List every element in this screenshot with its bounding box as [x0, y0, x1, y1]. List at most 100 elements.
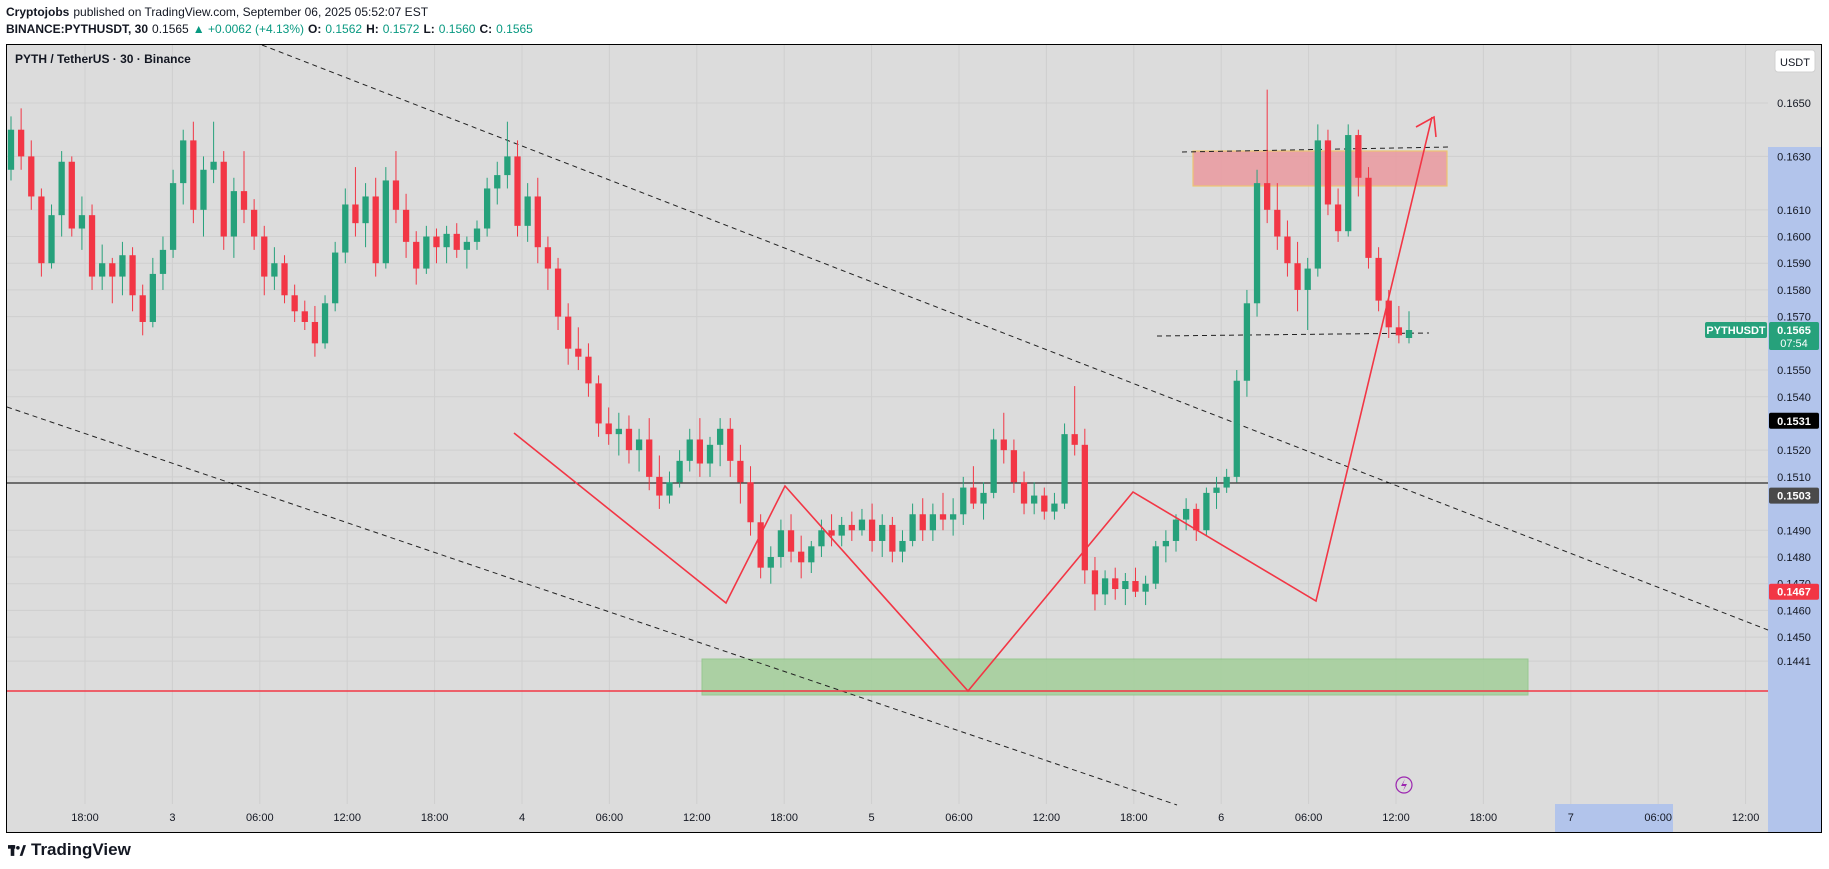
candle	[1101, 570, 1109, 606]
candle	[1071, 386, 1078, 456]
x-tick-label: 06:00	[1644, 812, 1672, 824]
candle	[1010, 439, 1018, 493]
candle	[210, 121, 217, 184]
candle-body	[1355, 135, 1362, 178]
candle-body	[777, 530, 785, 557]
candle-body	[605, 423, 612, 435]
candle-body	[1081, 444, 1088, 571]
w-pattern-projection[interactable]	[513, 116, 1433, 693]
candle-body	[1112, 578, 1119, 590]
candle-body	[28, 156, 35, 197]
candle-body	[757, 522, 764, 568]
price-label-box	[1769, 412, 1819, 429]
candle	[1355, 129, 1362, 197]
candle	[534, 177, 541, 264]
candle-body	[1122, 581, 1129, 590]
price-label-box	[1769, 487, 1819, 504]
price-axis[interactable]: 0.1650 0.1630 0.1610 0.1600 0.1590 0.1580 0.15…	[1777, 98, 1811, 668]
candle-body	[271, 263, 278, 277]
candle-body	[68, 161, 75, 229]
y-tick-label: 0.1510	[1777, 472, 1811, 484]
candle-body	[1193, 508, 1200, 531]
candle-body	[676, 460, 683, 483]
candle	[615, 412, 622, 456]
price-change: ▲ +0.0062 (+4.13%)	[192, 22, 305, 36]
candle-body	[362, 196, 369, 224]
candle-body	[382, 180, 389, 264]
candle	[686, 428, 693, 472]
lightning-icon[interactable]	[1395, 776, 1413, 794]
candle-body	[453, 233, 460, 250]
candle-body	[514, 156, 521, 226]
candle	[149, 257, 156, 328]
y-tick-label: 0.1650	[1777, 98, 1811, 110]
candle-body	[899, 540, 906, 552]
candle-body	[433, 236, 440, 248]
candle-body	[1213, 487, 1220, 493]
chart-area[interactable]: PYTH / TetherUS · 30 · Binance USDT 0.16…	[6, 44, 1822, 833]
x-tick-label: 18:00	[1120, 812, 1148, 824]
support-zone[interactable]	[701, 658, 1529, 696]
candle-body	[838, 524, 845, 536]
candle	[200, 156, 207, 237]
candle-body	[342, 204, 349, 253]
y-tick-label: 0.1550	[1777, 365, 1811, 377]
footer-brand[interactable]: TradingView	[8, 840, 131, 860]
candle-body	[504, 156, 511, 176]
candle-body	[169, 183, 177, 250]
time-axis[interactable]: 18:00 3 06:00 12:00 18:00 4 06:00 12:00 18:00 5 06…	[71, 812, 1759, 824]
candle-body	[1000, 439, 1007, 451]
candle-body	[727, 428, 734, 461]
y-tick-label: 0.1460	[1777, 605, 1811, 617]
candle-body	[1010, 450, 1018, 483]
x-tick-label: 12:00	[1033, 812, 1061, 824]
candle-body	[494, 175, 501, 189]
currency-button[interactable]: USDT	[1774, 49, 1816, 73]
candle-body	[190, 140, 197, 210]
candle	[787, 514, 795, 563]
price-label-value: 0.1565	[1777, 325, 1811, 337]
candle	[68, 156, 75, 237]
candle	[1324, 129, 1332, 216]
candle-body	[1091, 570, 1099, 595]
candle	[129, 247, 136, 312]
candle	[504, 121, 511, 189]
chart-header: Cryptojobs published on TradingView.com,…	[6, 4, 533, 38]
candle-body	[635, 439, 643, 451]
candle-body	[210, 161, 217, 170]
candle-body	[1385, 300, 1392, 328]
candle-body	[798, 551, 805, 563]
candle-body	[1294, 263, 1301, 290]
candle-body	[1405, 329, 1413, 339]
candle	[1132, 567, 1139, 598]
candle-body	[575, 348, 582, 357]
candle	[1041, 487, 1048, 520]
candle-body	[99, 263, 106, 277]
candle	[291, 284, 298, 322]
y-tick-label: 0.1600	[1777, 232, 1811, 244]
candle-body	[1324, 140, 1332, 205]
last-price: 0.1565	[152, 22, 189, 36]
candle-body	[1031, 495, 1038, 504]
candle-body	[980, 492, 987, 504]
price-chart[interactable]: PYTH / TetherUS · 30 · Binance USDT 0.16…	[7, 45, 1821, 832]
candle-body	[1284, 236, 1291, 264]
x-tick-label: 12:00	[1382, 812, 1410, 824]
candle-body	[1264, 183, 1271, 210]
candle	[119, 241, 126, 296]
x-tick-label: 18:00	[421, 812, 449, 824]
candle-body	[1061, 434, 1068, 504]
candle-body	[230, 191, 238, 237]
candle	[1193, 503, 1200, 541]
neckline[interactable]	[1156, 332, 1430, 337]
candle	[747, 466, 754, 536]
candle-body	[585, 356, 592, 384]
candle	[261, 225, 268, 296]
projection-arrow-head	[1415, 115, 1437, 138]
candle	[889, 516, 896, 563]
x-tick-label: 12:00	[683, 812, 711, 824]
publisher-name[interactable]: Cryptojobs	[6, 5, 70, 19]
candle-body	[321, 303, 329, 344]
candle	[706, 436, 714, 477]
channel-lower-line[interactable]	[7, 406, 1178, 806]
